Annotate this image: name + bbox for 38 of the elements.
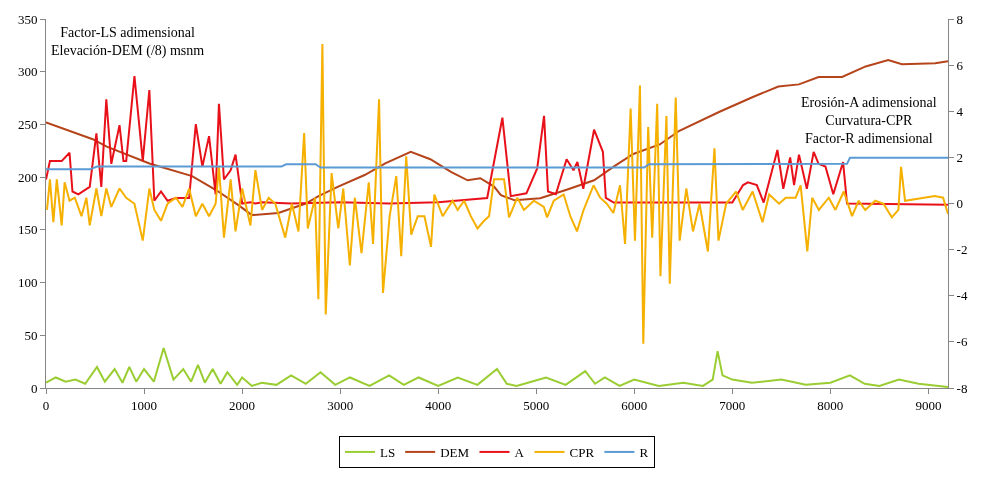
y-tick-label: 300	[17, 64, 38, 80]
y-tick-label: 0	[30, 380, 38, 396]
x-tick-label: 8000	[817, 397, 844, 413]
x-tick-label: 3000	[327, 397, 354, 413]
y-axis-title: Factor-LS adimensional Elevación-DEM (/8) msnm	[51, 25, 205, 60]
legend-label: DEM	[440, 444, 470, 460]
y-tick-label: 250	[17, 116, 38, 132]
legend-label: A	[514, 444, 525, 460]
y-tick-label: 200	[17, 169, 38, 185]
legend-label: R	[639, 444, 649, 460]
line-series	[46, 42, 948, 345]
x-tick-label: 5000	[523, 397, 550, 413]
y-tick-label: 350	[17, 11, 38, 27]
x-tick-label: 0	[42, 397, 50, 413]
y2-tick-label: -2	[956, 242, 968, 258]
y2-tick-label: 0	[956, 196, 964, 212]
y2-tick-label: 2	[956, 149, 964, 165]
x-tick-label: 1000	[131, 397, 158, 413]
x-tick-label: 6000	[621, 397, 648, 413]
y2-tick-label: 8	[956, 11, 964, 27]
y2-tick-label: -8	[956, 380, 968, 396]
y-tick-label: 100	[17, 275, 38, 291]
y-tick-label: 150	[17, 222, 38, 238]
line-series	[46, 59, 948, 217]
x-tick-label: 2000	[229, 397, 256, 413]
y-tick-label: 50	[24, 327, 38, 343]
y2-tick-label: 4	[956, 103, 964, 119]
x-tick-label: 9000	[915, 397, 942, 413]
line-series	[46, 156, 948, 171]
y2-tick-label: -4	[956, 288, 968, 304]
y2-tick-label: 6	[956, 57, 964, 73]
line-series	[46, 75, 948, 206]
legend-label: CPR	[569, 444, 595, 460]
x-tick-label: 4000	[425, 397, 452, 413]
y2-axis-title: Erosión-A adimensional Curvatura-CPR Factor-R adimensional	[801, 95, 937, 147]
x-tick-label: 7000	[719, 397, 746, 413]
y2-tick-label: -6	[956, 334, 968, 350]
legend-label: LS	[380, 444, 396, 460]
